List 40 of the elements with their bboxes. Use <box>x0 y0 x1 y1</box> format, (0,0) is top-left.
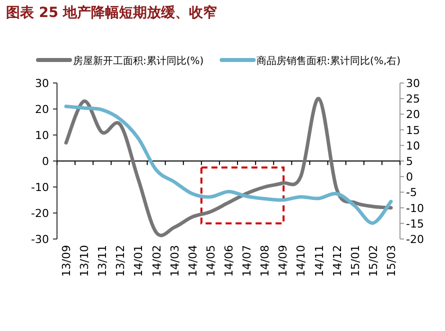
x-tick-label: 14/05 <box>204 245 218 277</box>
x-tick-label: 15/01 <box>348 245 362 277</box>
x-tick-label: 15/03 <box>384 245 398 277</box>
x-tick-label: 13/10 <box>78 245 92 277</box>
x-tick-label: 13/12 <box>114 245 128 277</box>
x-tick-label: 14/07 <box>240 245 254 277</box>
y2-tick-label: -20 <box>406 233 424 246</box>
y2-tick-label: 30 <box>406 77 420 90</box>
legend-label: 商品房销售面积:累计同比(%,右) <box>256 55 401 67</box>
y2-tick-label: -10 <box>406 202 424 215</box>
x-tick-label: 13/11 <box>96 245 110 277</box>
chart-title: 图表 25 地产降幅短期放缓、收窄 <box>6 4 218 21</box>
y-tick-label: 20 <box>35 103 49 116</box>
x-tick-label: 14/08 <box>258 245 272 277</box>
legend-label: 房屋新开工面积:累计同比(%) <box>73 55 204 67</box>
y2-tick-label: 25 <box>406 92 420 106</box>
x-tick-label: 14/02 <box>150 245 164 277</box>
x-tick-label: 14/04 <box>186 245 200 277</box>
y-tick-label: -20 <box>31 207 49 220</box>
y2-tick-label: 0 <box>406 170 413 184</box>
y2-tick-label: -5 <box>406 186 417 200</box>
y2-tick-label: 5 <box>406 155 413 168</box>
x-tick-label: 13/09 <box>60 245 74 277</box>
x-tick-label: 14/06 <box>222 245 236 277</box>
x-tick-label: 14/10 <box>294 245 308 277</box>
x-tick-label: 14/03 <box>168 245 182 277</box>
y2-tick-label: 15 <box>406 124 420 137</box>
y-tick-label: 10 <box>35 129 49 142</box>
y2-tick-label: 10 <box>406 139 420 152</box>
x-tick-label: 14/11 <box>312 245 326 277</box>
y-tick-label: -30 <box>31 233 49 246</box>
x-tick-label: 14/09 <box>276 245 290 277</box>
y2-tick-label: -15 <box>406 217 424 230</box>
x-tick-label: 14/01 <box>132 245 146 277</box>
x-tick-label: 15/02 <box>366 245 380 277</box>
y2-tick-label: 20 <box>406 108 420 122</box>
y-tick-label: -10 <box>31 181 49 194</box>
y-tick-label: 30 <box>35 77 49 90</box>
y-tick-label: 0 <box>42 155 49 168</box>
x-tick-label: 14/12 <box>330 245 344 277</box>
